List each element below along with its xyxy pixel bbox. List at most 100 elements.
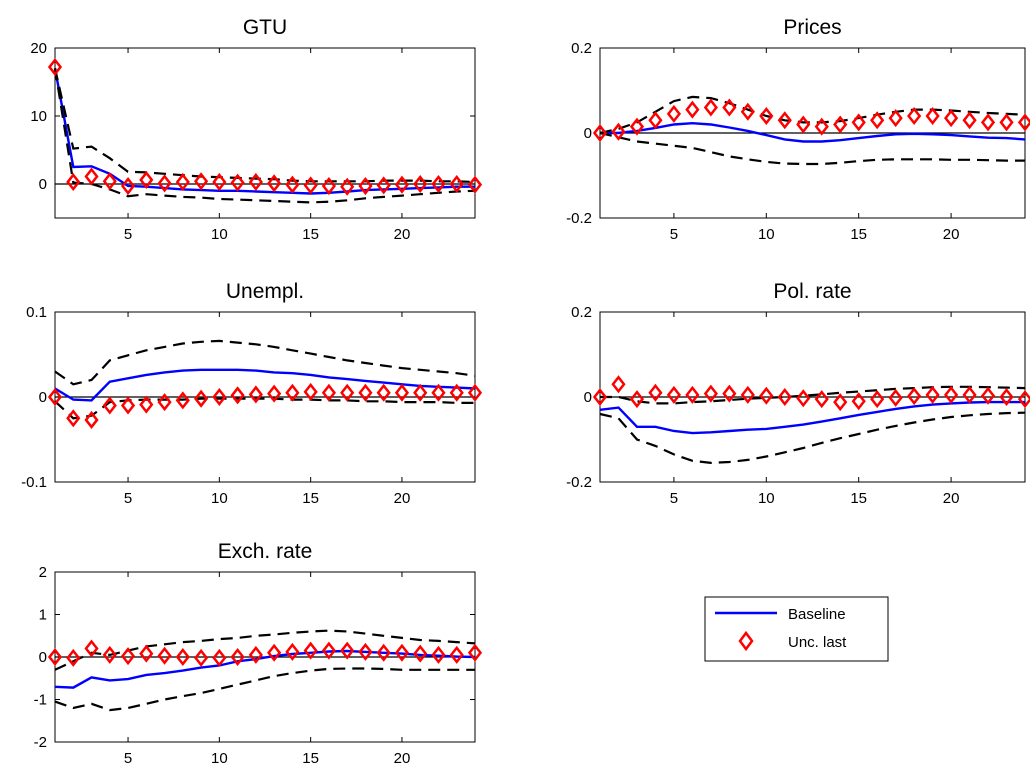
diamond-marker-unc-last [980, 386, 996, 405]
diamond-marker-unc-last [230, 647, 245, 667]
diamond-marker-unc-last [907, 387, 922, 406]
diamond-marker-unc-last [980, 113, 996, 132]
diamond-marker-unc-last [248, 172, 263, 191]
diamond-marker-unc-last [999, 113, 1014, 132]
x-tick-label: 15 [302, 490, 319, 507]
panel-title: GTU [243, 16, 287, 39]
diamond-marker-unc-last [267, 643, 282, 662]
diamond-marker-unc-last [193, 172, 209, 191]
panel-gtu: GTU 5 10 15 20 20 10 0 [30, 16, 483, 243]
diamond-marker-unc-last [611, 375, 626, 394]
diamond-marker-unc-last [66, 409, 81, 428]
diamond-marker-unc-last [321, 177, 337, 196]
diamond-marker-unc-last [120, 647, 136, 666]
diamond-marker-unc-last [722, 98, 737, 117]
panel-unempl: Unempl. 5 10 15 20 0.1 0 -0.1 [21, 280, 483, 507]
diamond-marker-unc-last [212, 172, 227, 191]
diamond-marker-unc-last [321, 383, 337, 402]
diamond-marker-unc-last [139, 644, 154, 663]
diamond-marker-unc-last [303, 176, 318, 195]
diamond-marker-unc-last [740, 385, 755, 404]
diamond-marker-unc-last [303, 641, 318, 660]
series-line-baseline [600, 121, 1026, 143]
diamond-marker-unc-last [431, 645, 446, 664]
diamond-marker-unc-last [870, 111, 885, 130]
legend-box [704, 596, 889, 662]
diamond-marker-unc-last [814, 117, 829, 136]
diamond-marker-unc-last [685, 385, 700, 404]
diamond-marker-unc-last [376, 643, 391, 662]
x-tick-label: 20 [394, 226, 411, 243]
y-tick-label: -0.2 [566, 474, 592, 491]
series-line-lower [54, 667, 475, 712]
diamond-marker-unc-last [212, 648, 227, 667]
y-tick-label: 0.2 [571, 40, 592, 57]
diamond-marker-unc-last [139, 395, 154, 414]
series-line-baseline [54, 368, 476, 402]
y-tick-label: 1 [39, 607, 47, 624]
diamond-marker-unc-last [870, 390, 885, 409]
diamond-marker-unc-last [962, 385, 977, 404]
series-line-upper [600, 385, 1026, 405]
diamond-marker-unc-last [47, 58, 63, 77]
diamond-marker-unc-last [120, 396, 136, 415]
panel-title: Unempl. [226, 280, 304, 303]
diamond-marker-unc-last [285, 383, 300, 402]
diamond-marker-unc-last [376, 176, 391, 195]
series-line-upper [54, 629, 476, 671]
diamond-marker-unc-last [84, 639, 99, 658]
diamond-marker-unc-last [611, 122, 626, 141]
diamond-marker-unc-last [376, 383, 391, 402]
diamond-marker-unc-last [666, 385, 682, 404]
diamond-marker-unc-last [851, 392, 866, 411]
diamond-marker-unc-last [175, 391, 190, 410]
diamond-marker-unc-last [833, 393, 848, 412]
diamond-marker-unc-last [285, 175, 300, 194]
diamond-marker-unc-last [666, 104, 682, 123]
panel-title: Prices [783, 16, 841, 39]
series-line-lower [53, 68, 476, 204]
diamond-marker-unc-last [467, 643, 483, 662]
diamond-marker-unc-last [703, 384, 718, 403]
diamond-marker-unc-last [230, 173, 245, 192]
diamond-marker-unc-last [175, 647, 190, 667]
diamond-marker-unc-last [267, 174, 282, 193]
diamond-marker-unc-last [648, 111, 663, 130]
x-tick-label: 10 [758, 490, 775, 507]
diamond-marker-unc-last [777, 387, 792, 407]
diamond-marker-unc-last [999, 387, 1014, 407]
legend-diamond-marker [738, 630, 754, 652]
diamond-marker-unc-last [120, 177, 136, 196]
diamond-marker-unc-last [722, 384, 737, 403]
diamond-marker-unc-last [592, 387, 608, 407]
diamond-marker-unc-last [358, 642, 373, 661]
x-tick-label: 5 [124, 226, 132, 243]
x-tick-label: 10 [211, 490, 228, 507]
diamond-marker-unc-last [394, 383, 410, 402]
diamond-marker-unc-last [285, 642, 300, 661]
x-tick-label: 5 [670, 226, 678, 243]
diamond-marker-unc-last [193, 648, 209, 667]
diamond-marker-unc-last [157, 174, 172, 193]
diamond-marker-unc-last [943, 385, 959, 404]
x-tick-label: 20 [943, 226, 960, 243]
diamond-marker-unc-last [431, 174, 446, 194]
x-tick-label: 5 [124, 750, 132, 767]
diamond-marker-unc-last [925, 106, 940, 126]
diamond-marker-unc-last [66, 648, 81, 667]
diamond-marker-unc-last [888, 388, 903, 407]
diamond-marker-unc-last [84, 410, 99, 429]
y-tick-label: -0.1 [21, 474, 47, 491]
y-tick-label: 0 [39, 176, 47, 193]
series-line-baseline [599, 400, 1025, 435]
diamond-marker-unc-last [467, 175, 483, 194]
diamond-marker-unc-last [157, 646, 172, 665]
diamond-marker-unc-last [212, 387, 227, 407]
diamond-marker-unc-last [394, 175, 410, 194]
x-tick-label: 10 [211, 226, 228, 243]
diamond-marker-unc-last [267, 384, 282, 403]
diamond-marker-unc-last [321, 641, 337, 660]
diamond-marker-unc-last [703, 98, 718, 117]
diamond-marker-unc-last [833, 115, 848, 134]
